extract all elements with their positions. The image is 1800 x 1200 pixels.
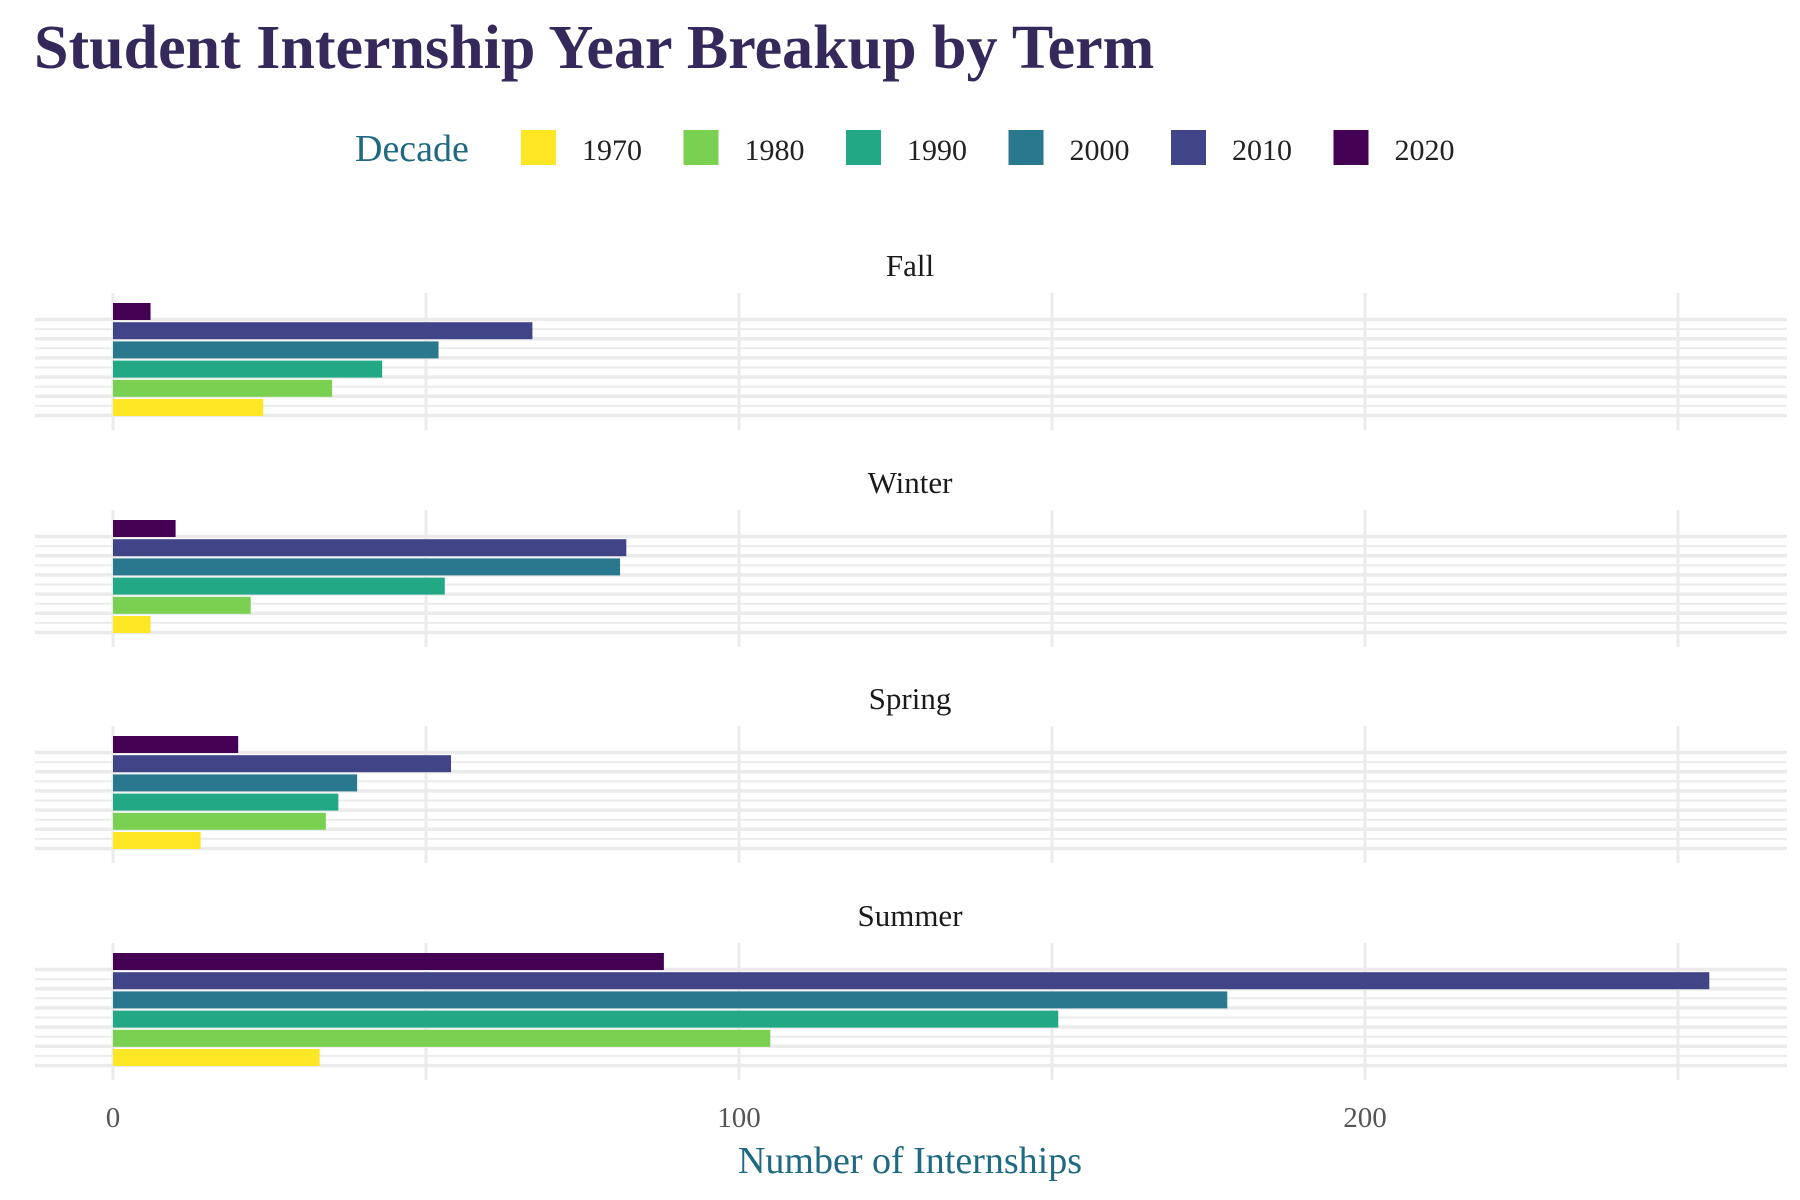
x-axis-title: Number of Internships xyxy=(738,1140,1082,1182)
bar-summer-1970 xyxy=(113,1049,320,1066)
x-tick-label: 100 xyxy=(717,1102,761,1134)
bar-winter-2020 xyxy=(113,520,176,537)
bar-fall-2020 xyxy=(113,303,151,320)
bar-summer-2020 xyxy=(113,953,664,970)
bar-winter-2010 xyxy=(113,539,627,557)
bar-spring-1970 xyxy=(113,832,201,849)
chart-title: Student Internship Year Breakup by Term xyxy=(34,14,1154,82)
legend-swatch-2020 xyxy=(1333,130,1369,165)
legend-title: Decade xyxy=(355,128,469,170)
bar-summer-2010 xyxy=(113,972,1710,990)
legend-swatch-1970 xyxy=(521,130,556,165)
bar-fall-1980 xyxy=(113,379,333,397)
panel-winter: Winter xyxy=(35,465,1787,647)
bar-fall-2000 xyxy=(113,341,439,359)
legend-label-2020: 2020 xyxy=(1395,134,1455,167)
bar-winter-1990 xyxy=(113,577,445,595)
bar-fall-2010 xyxy=(113,322,533,340)
legend-label-2000: 2000 xyxy=(1070,134,1130,167)
bar-summer-1980 xyxy=(113,1029,771,1047)
bar-spring-1980 xyxy=(113,812,326,830)
x-tick-label: 0 xyxy=(106,1102,121,1134)
bar-summer-2000 xyxy=(113,991,1228,1009)
bar-summer-1990 xyxy=(113,1010,1059,1028)
legend-swatch-2010 xyxy=(1171,130,1206,165)
panel-title-fall: Fall xyxy=(886,248,934,283)
bar-fall-1970 xyxy=(113,399,264,416)
bar-fall-1990 xyxy=(113,360,383,378)
bar-spring-2020 xyxy=(113,736,239,753)
legend-label-1980: 1980 xyxy=(745,134,805,167)
bar-winter-1970 xyxy=(113,616,151,633)
legend-swatch-1980 xyxy=(683,130,719,165)
panel-title-spring: Spring xyxy=(869,681,952,716)
bar-winter-2000 xyxy=(113,558,621,576)
legend-label-1990: 1990 xyxy=(907,134,967,167)
legend-swatch-1990 xyxy=(846,130,881,165)
bar-winter-1980 xyxy=(113,596,251,614)
facet-panels: Fall Winter Spring Summer xyxy=(35,248,1787,1080)
bar-spring-2010 xyxy=(113,755,452,773)
legend-label-2010: 2010 xyxy=(1232,134,1292,167)
bar-spring-1990 xyxy=(113,793,339,811)
x-tick-label: 200 xyxy=(1343,1102,1387,1134)
legend-label-1970: 1970 xyxy=(582,134,642,167)
panel-title-winter: Winter xyxy=(868,465,954,500)
panel-fall: Fall xyxy=(35,248,1787,430)
bar-spring-2000 xyxy=(113,774,358,792)
panel-spring: Spring xyxy=(35,681,1787,863)
panel-summer: Summer xyxy=(35,898,1787,1080)
legend-swatch-2000 xyxy=(1008,130,1044,165)
x-axis: 0 100 200 xyxy=(106,1102,1387,1134)
legend: Decade 1970 1980 1990 2000 2010 2020 xyxy=(355,128,1455,170)
panel-title-summer: Summer xyxy=(857,898,963,933)
